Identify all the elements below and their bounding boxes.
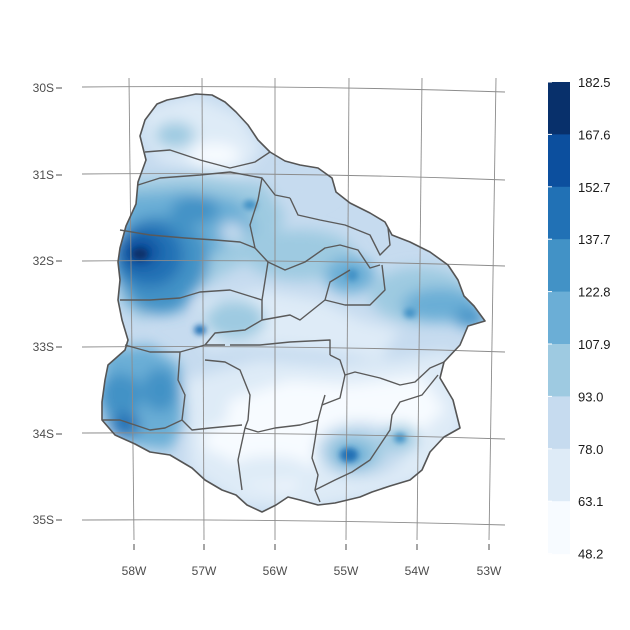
legend-swatch bbox=[548, 396, 570, 450]
legend-label: 167.6 bbox=[578, 127, 611, 142]
legend-labels: 182.5 167.6 152.7 137.7 122.8 107.9 93.0 78.0 63… bbox=[548, 75, 611, 562]
lat-tick-label: 33S bbox=[33, 340, 54, 354]
legend-swatch bbox=[548, 501, 570, 555]
legend-swatch bbox=[548, 82, 570, 135]
legend-color-bar bbox=[548, 82, 570, 555]
legend-swatch bbox=[548, 344, 570, 397]
latitude-axis: 30S 31S 32S 33S 34S 35S bbox=[33, 81, 62, 527]
legend-label: 122.8 bbox=[578, 285, 611, 300]
lon-tick-label: 57W bbox=[192, 564, 217, 578]
lat-tick-label: 31S bbox=[33, 168, 54, 182]
lon-tick-label: 58W bbox=[122, 564, 147, 578]
lat-tick-label: 35S bbox=[33, 513, 54, 527]
longitude-axis: 58W 57W 56W 55W 54W 53W bbox=[122, 544, 502, 578]
legend-label: 137.7 bbox=[578, 232, 611, 247]
legend-label: 152.7 bbox=[578, 180, 611, 195]
lon-tick-label: 54W bbox=[405, 564, 430, 578]
legend-swatch bbox=[548, 291, 570, 345]
legend-label: 93.0 bbox=[578, 389, 603, 404]
lat-tick-label: 34S bbox=[33, 427, 54, 441]
legend-label: 63.1 bbox=[578, 494, 603, 509]
legend-label: 182.5 bbox=[578, 75, 611, 90]
legend-label: 78.0 bbox=[578, 442, 603, 457]
lon-tick-label: 53W bbox=[477, 564, 502, 578]
lat-tick-label: 30S bbox=[33, 81, 54, 95]
legend-swatch bbox=[548, 186, 570, 240]
legend-label: 107.9 bbox=[578, 337, 611, 352]
lat-tick-label: 32S bbox=[33, 254, 54, 268]
legend: 182.5 167.6 152.7 137.7 122.8 107.9 93.0 78.0 63… bbox=[548, 75, 611, 562]
legend-swatch bbox=[548, 134, 570, 188]
country-outline bbox=[101, 93, 486, 513]
legend-swatch bbox=[548, 239, 570, 293]
legend-swatch bbox=[548, 448, 570, 502]
lon-tick-label: 55W bbox=[334, 564, 359, 578]
legend-label: 48.2 bbox=[578, 547, 603, 562]
department-borders bbox=[102, 149, 445, 503]
lon-tick-label: 56W bbox=[263, 564, 288, 578]
